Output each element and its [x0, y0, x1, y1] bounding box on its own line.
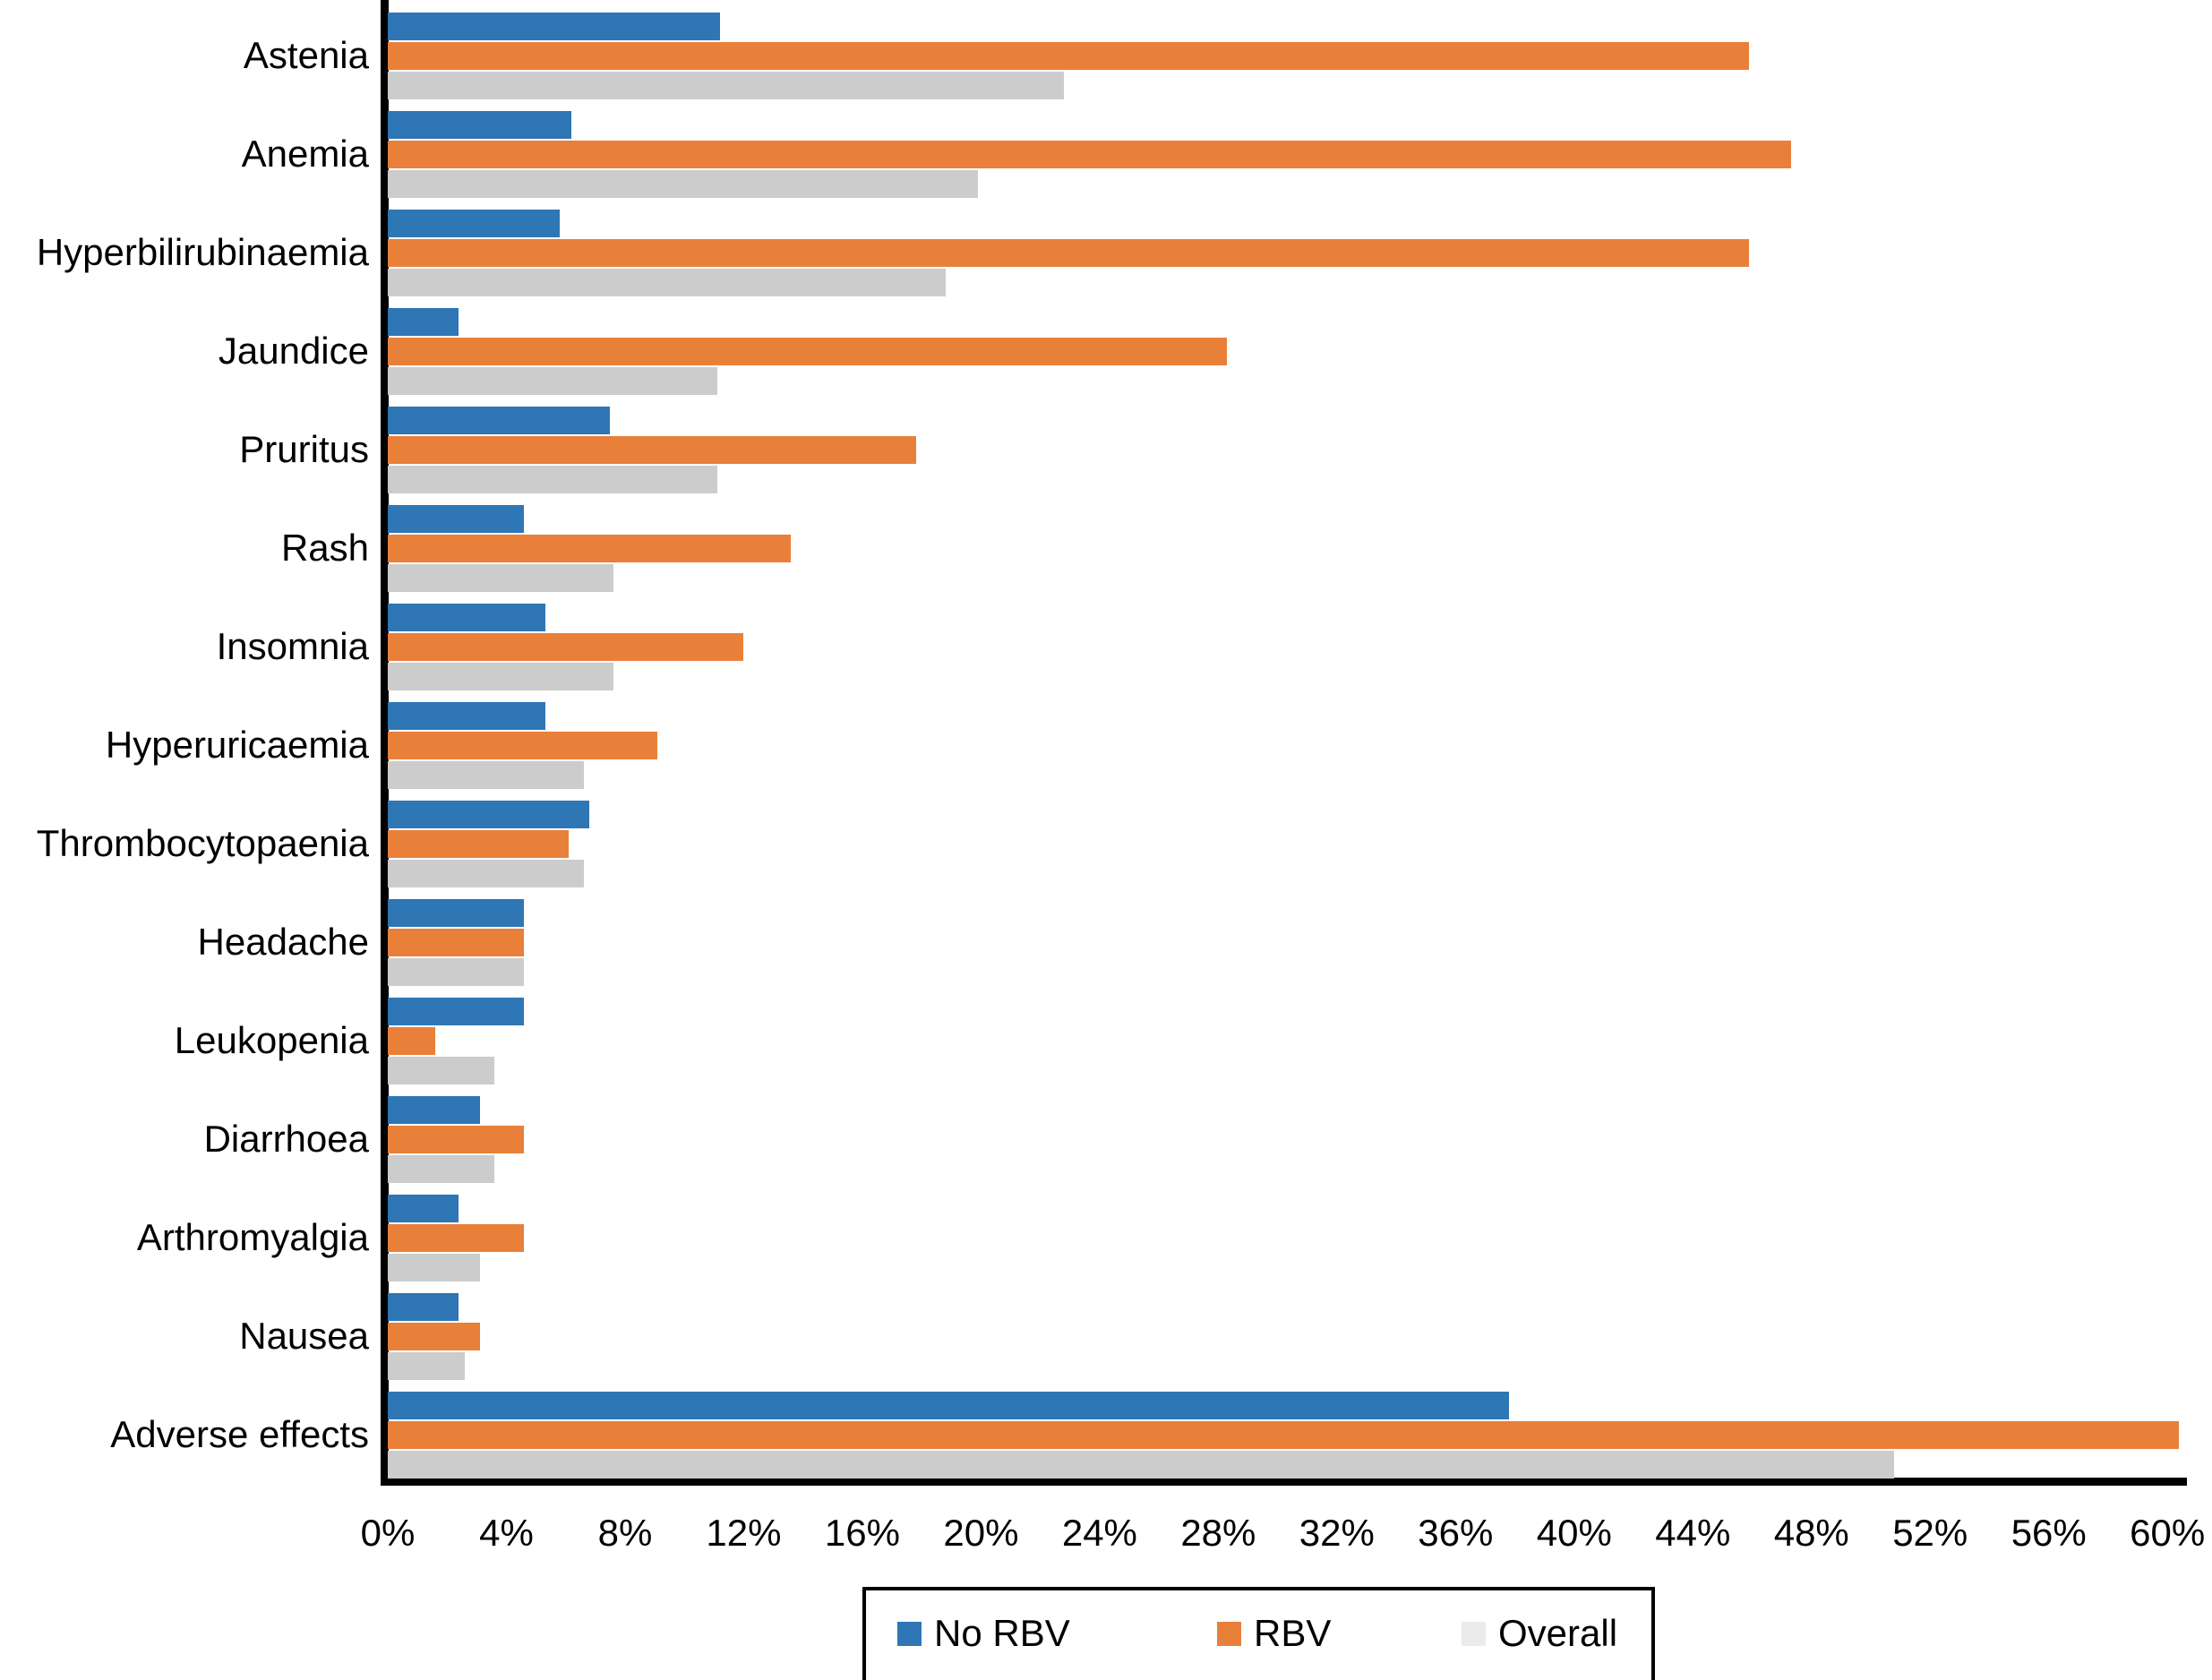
y-axis-line	[381, 0, 389, 1486]
x-tick-label-13: 52%	[1892, 1512, 1968, 1554]
x-tick-label-15: 60%	[2130, 1512, 2206, 1554]
bar-hyperbilirubinaemia-rbv	[388, 239, 1750, 267]
bar-diarrhoea-no-rbv	[388, 1096, 480, 1124]
bar-astenia-no-rbv	[388, 13, 720, 40]
legend-item-overall: Overall	[1462, 1590, 1617, 1676]
bar-rash-overall	[388, 564, 613, 592]
bar-leukopenia-overall	[388, 1057, 495, 1084]
category-label-hyperuricaemia: Hyperuricaemia	[105, 724, 369, 766]
bar-leukopenia-rbv	[388, 1027, 435, 1055]
x-axis-line	[381, 1478, 2187, 1486]
bar-thrombocytopaenia-overall	[388, 860, 584, 887]
category-label-nausea: Nausea	[239, 1315, 369, 1357]
category-label-rash: Rash	[280, 527, 369, 569]
category-label-arthromyalgia: Arthromyalgia	[136, 1216, 369, 1258]
x-tick-label-14: 56%	[2011, 1512, 2087, 1554]
bar-headache-no-rbv	[388, 899, 525, 927]
bar-nausea-no-rbv	[388, 1293, 459, 1321]
bar-adverse-effects-overall	[388, 1451, 1895, 1479]
bar-headache-rbv	[388, 929, 525, 956]
x-tick-label-5: 20%	[943, 1512, 1019, 1554]
bar-adverse-effects-no-rbv	[388, 1392, 1509, 1419]
legend-item-rbv: RBV	[1217, 1590, 1331, 1676]
x-tick-label-6: 24%	[1061, 1512, 1137, 1554]
bar-insomnia-rbv	[388, 633, 744, 661]
bar-leukopenia-no-rbv	[388, 998, 525, 1025]
category-label-diarrhoea: Diarrhoea	[203, 1118, 369, 1160]
x-tick-label-1: 4%	[479, 1512, 534, 1554]
bar-hyperuricaemia-rbv	[388, 732, 658, 759]
legend-swatch-rbv	[1217, 1621, 1241, 1646]
bar-pruritus-rbv	[388, 436, 916, 464]
bar-hyperuricaemia-no-rbv	[388, 702, 545, 730]
x-tick-label-8: 32%	[1299, 1512, 1375, 1554]
bar-astenia-rbv	[388, 42, 1750, 70]
legend-swatch-overall	[1462, 1621, 1486, 1646]
category-label-pruritus: Pruritus	[239, 428, 369, 470]
category-label-leukopenia: Leukopenia	[174, 1019, 369, 1061]
x-tick-label-9: 36%	[1418, 1512, 1494, 1554]
category-label-headache: Headache	[197, 921, 369, 963]
x-tick-label-10: 40%	[1536, 1512, 1612, 1554]
bar-jaundice-no-rbv	[388, 308, 459, 336]
x-tick-label-4: 16%	[824, 1512, 900, 1554]
bar-nausea-rbv	[388, 1323, 480, 1350]
x-tick-label-12: 48%	[1773, 1512, 1849, 1554]
legend-swatch-no-rbv	[897, 1621, 922, 1646]
bar-arthromyalgia-no-rbv	[388, 1195, 459, 1222]
category-label-thrombocytopaenia: Thrombocytopaenia	[36, 822, 369, 864]
legend-label-overall: Overall	[1498, 1612, 1618, 1654]
bar-insomnia-no-rbv	[388, 604, 545, 631]
legend: No RBV RBV Overall	[862, 1587, 1655, 1680]
bar-adverse-effects-rbv	[388, 1421, 2180, 1449]
bar-pruritus-overall	[388, 466, 717, 493]
x-tick-label-11: 44%	[1655, 1512, 1731, 1554]
bar-anemia-rbv	[388, 141, 1791, 168]
bar-rash-rbv	[388, 535, 792, 562]
category-label-anemia: Anemia	[241, 133, 369, 175]
bar-hyperbilirubinaemia-overall	[388, 269, 946, 296]
bar-jaundice-overall	[388, 367, 717, 395]
x-tick-label-7: 28%	[1180, 1512, 1256, 1554]
bar-arthromyalgia-rbv	[388, 1224, 525, 1252]
category-label-insomnia: Insomnia	[216, 625, 369, 667]
bar-thrombocytopaenia-rbv	[388, 830, 570, 858]
bar-headache-overall	[388, 958, 525, 986]
bar-anemia-no-rbv	[388, 111, 572, 139]
bar-nausea-overall	[388, 1352, 466, 1380]
category-label-adverse-effects: Adverse effects	[110, 1413, 369, 1455]
bar-rash-no-rbv	[388, 505, 525, 533]
x-tick-label-3: 12%	[706, 1512, 782, 1554]
category-label-astenia: Astenia	[243, 34, 369, 76]
category-label-jaundice: Jaundice	[218, 330, 369, 372]
bar-hyperbilirubinaemia-no-rbv	[388, 210, 561, 237]
bar-insomnia-overall	[388, 663, 613, 690]
legend-label-no-rbv: No RBV	[934, 1612, 1070, 1654]
bar-diarrhoea-overall	[388, 1155, 495, 1183]
bar-arthromyalgia-overall	[388, 1254, 480, 1281]
bar-astenia-overall	[388, 72, 1065, 99]
legend-label-rbv: RBV	[1254, 1612, 1332, 1654]
x-tick-label-2: 8%	[597, 1512, 653, 1554]
category-label-hyperbilirubinaemia: Hyperbilirubinaemia	[36, 231, 369, 273]
bar-diarrhoea-rbv	[388, 1126, 525, 1153]
bar-jaundice-rbv	[388, 338, 1228, 365]
bar-hyperuricaemia-overall	[388, 761, 584, 789]
bar-thrombocytopaenia-no-rbv	[388, 801, 590, 828]
x-tick-label-0: 0%	[360, 1512, 416, 1554]
bar-anemia-overall	[388, 170, 979, 198]
legend-item-no-rbv: No RBV	[897, 1590, 1070, 1676]
bar-pruritus-no-rbv	[388, 407, 611, 434]
